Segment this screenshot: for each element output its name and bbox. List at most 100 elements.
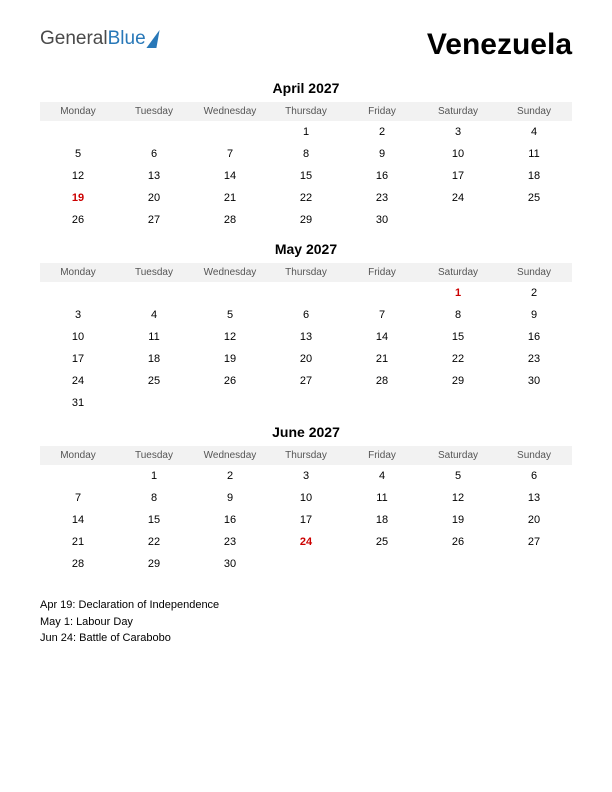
- weekday-header: Saturday: [420, 102, 496, 121]
- calendar-cell: 1: [420, 282, 496, 304]
- calendar-cell: 30: [192, 553, 268, 575]
- calendar-cell: 11: [496, 143, 572, 165]
- weekday-header: Wednesday: [192, 263, 268, 282]
- weekday-header: Sunday: [496, 263, 572, 282]
- calendar-cell: 20: [116, 187, 192, 209]
- calendar-cell: 24: [40, 370, 116, 392]
- calendar-cell: 16: [192, 509, 268, 531]
- weekday-header: Wednesday: [192, 446, 268, 465]
- calendar-table: MondayTuesdayWednesdayThursdayFridaySatu…: [40, 263, 572, 414]
- calendar-cell: 17: [40, 348, 116, 370]
- holiday-line: May 1: Labour Day: [40, 614, 572, 631]
- calendar-cell: 20: [268, 348, 344, 370]
- calendar-cell: 9: [496, 304, 572, 326]
- calendar-cell: [344, 392, 420, 414]
- month-title: May 2027: [40, 241, 572, 257]
- calendar-cell: 25: [116, 370, 192, 392]
- calendar-cell: 2: [344, 121, 420, 143]
- calendar-cell: [420, 209, 496, 231]
- calendar-cell: 20: [496, 509, 572, 531]
- weekday-header: Friday: [344, 102, 420, 121]
- calendar-cell: 28: [40, 553, 116, 575]
- calendar-cell: 18: [496, 165, 572, 187]
- holiday-list: Apr 19: Declaration of IndependenceMay 1…: [40, 597, 572, 647]
- calendar-cell: 1: [116, 465, 192, 487]
- calendar-cell: [192, 121, 268, 143]
- calendar-cell: 13: [268, 326, 344, 348]
- calendar-cell: 22: [420, 348, 496, 370]
- calendar-cell: 29: [268, 209, 344, 231]
- calendar-cell: 28: [344, 370, 420, 392]
- calendar-cell: 8: [268, 143, 344, 165]
- calendar-row: 12: [40, 282, 572, 304]
- calendar-cell: [192, 282, 268, 304]
- calendar-cell: 19: [40, 187, 116, 209]
- calendar-cell: 11: [344, 487, 420, 509]
- calendar-row: 12131415161718: [40, 165, 572, 187]
- calendar-cell: 9: [192, 487, 268, 509]
- calendar-cell: 6: [496, 465, 572, 487]
- calendar-cell: 22: [116, 531, 192, 553]
- calendar-cell: 27: [268, 370, 344, 392]
- calendar-cell: 1: [268, 121, 344, 143]
- logo: GeneralBlue: [40, 28, 158, 48]
- calendar-cell: 26: [420, 531, 496, 553]
- calendar-cell: 25: [344, 531, 420, 553]
- calendar-row: 10111213141516: [40, 326, 572, 348]
- calendar-cell: 21: [344, 348, 420, 370]
- calendar-row: 2627282930: [40, 209, 572, 231]
- calendar-cell: 22: [268, 187, 344, 209]
- weekday-header: Monday: [40, 102, 116, 121]
- calendar-cell: 19: [192, 348, 268, 370]
- month-block: April 2027MondayTuesdayWednesdayThursday…: [40, 80, 572, 231]
- calendar-cell: 27: [116, 209, 192, 231]
- calendar-cell: 3: [420, 121, 496, 143]
- weekday-header: Tuesday: [116, 102, 192, 121]
- logo-part1: General: [40, 28, 108, 49]
- calendar-cell: 30: [344, 209, 420, 231]
- weekday-header: Friday: [344, 263, 420, 282]
- calendar-cell: 17: [420, 165, 496, 187]
- weekday-header: Sunday: [496, 102, 572, 121]
- country-title: Venezuela: [427, 28, 572, 62]
- calendar-cell: 5: [420, 465, 496, 487]
- calendar-cell: 4: [496, 121, 572, 143]
- calendar-row: 567891011: [40, 143, 572, 165]
- calendar-cell: 14: [192, 165, 268, 187]
- calendar-cell: 26: [192, 370, 268, 392]
- calendar-cell: [40, 465, 116, 487]
- calendar-cell: 18: [344, 509, 420, 531]
- calendar-cell: [268, 392, 344, 414]
- calendar-cell: [116, 121, 192, 143]
- calendar-row: 282930: [40, 553, 572, 575]
- calendar-cell: 8: [420, 304, 496, 326]
- calendar-cell: 31: [40, 392, 116, 414]
- calendar-cell: [268, 553, 344, 575]
- calendar-row: 17181920212223: [40, 348, 572, 370]
- calendar-cell: 29: [116, 553, 192, 575]
- holiday-line: Apr 19: Declaration of Independence: [40, 597, 572, 614]
- calendar-row: 21222324252627: [40, 531, 572, 553]
- calendar-cell: 14: [40, 509, 116, 531]
- calendar-cell: [344, 553, 420, 575]
- calendar-cell: 24: [420, 187, 496, 209]
- calendar-row: 19202122232425: [40, 187, 572, 209]
- calendar-cell: 13: [116, 165, 192, 187]
- calendar-cell: [344, 282, 420, 304]
- weekday-header: Saturday: [420, 263, 496, 282]
- calendar-cell: 10: [420, 143, 496, 165]
- calendar-cell: 14: [344, 326, 420, 348]
- weekday-header: Tuesday: [116, 263, 192, 282]
- calendar-cell: [116, 392, 192, 414]
- calendar-container: April 2027MondayTuesdayWednesdayThursday…: [40, 80, 572, 575]
- calendar-cell: 27: [496, 531, 572, 553]
- logo-part2: Blue: [108, 28, 146, 49]
- calendar-cell: 2: [496, 282, 572, 304]
- calendar-cell: [40, 121, 116, 143]
- calendar-cell: [268, 282, 344, 304]
- month-title: June 2027: [40, 424, 572, 440]
- calendar-row: 31: [40, 392, 572, 414]
- calendar-cell: 12: [40, 165, 116, 187]
- calendar-cell: 25: [496, 187, 572, 209]
- weekday-header: Thursday: [268, 263, 344, 282]
